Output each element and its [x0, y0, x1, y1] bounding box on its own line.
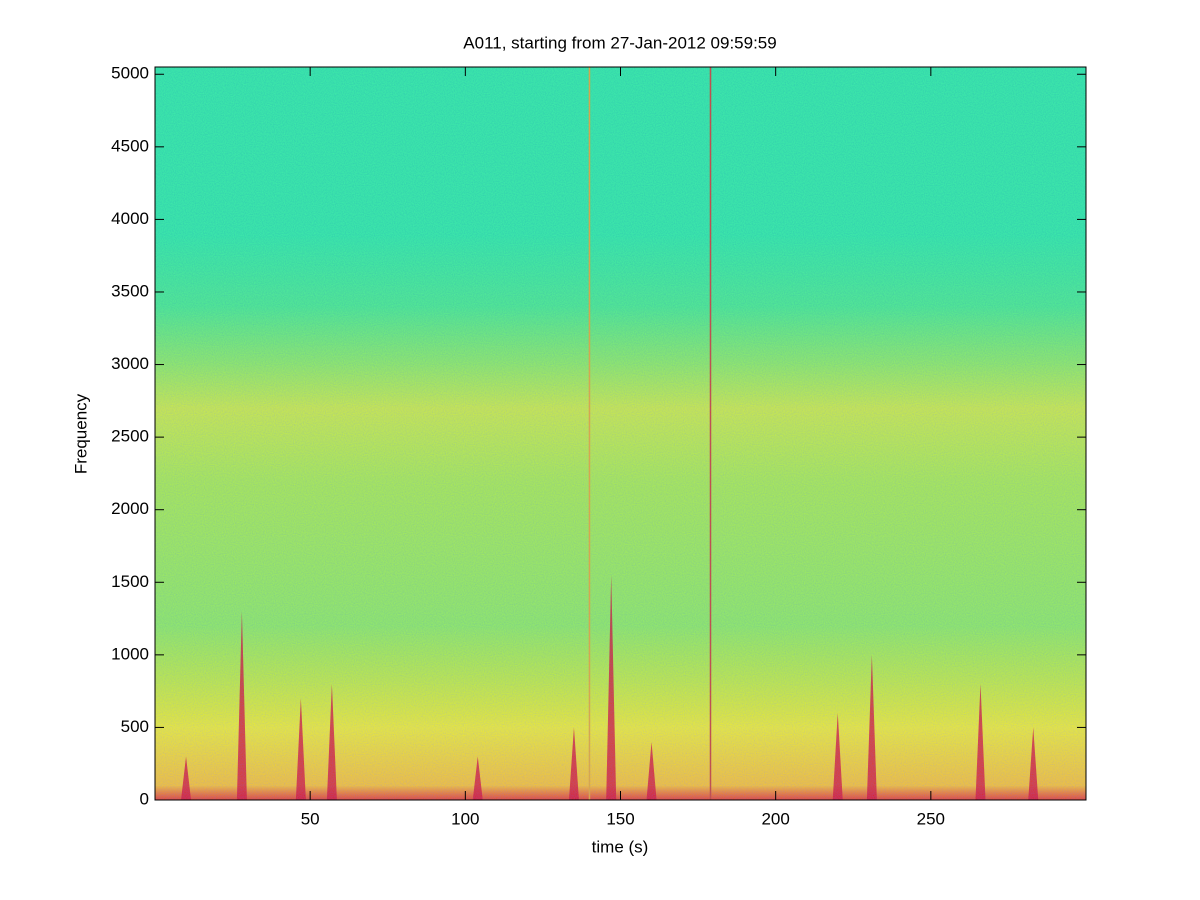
- burst: [1028, 727, 1039, 800]
- y-tick-label: 1500: [111, 572, 149, 591]
- burst: [646, 741, 657, 800]
- spectrogram-image: [155, 67, 1086, 801]
- frequency-band: [155, 306, 1086, 366]
- y-tick-label: 4500: [111, 136, 149, 155]
- x-tick-label: 50: [301, 809, 320, 828]
- y-axis-label: Frequency: [71, 393, 90, 474]
- x-tick-label: 250: [917, 809, 945, 828]
- burst: [472, 756, 483, 800]
- burst: [295, 698, 306, 800]
- x-tick-label: 100: [451, 809, 479, 828]
- burst: [326, 683, 337, 800]
- frequency-band: [155, 480, 1086, 627]
- frequency-band: [155, 408, 1086, 482]
- burst: [832, 712, 843, 800]
- x-tick-label: 200: [761, 809, 789, 828]
- y-tick-label: 2500: [111, 427, 149, 446]
- frequency-band: [155, 625, 1086, 685]
- burst: [975, 683, 986, 800]
- y-tick-label: 2000: [111, 499, 149, 518]
- burst: [568, 727, 579, 800]
- x-tick-label: 150: [606, 809, 634, 828]
- x-axis-label: time (s): [592, 837, 649, 856]
- burst: [866, 654, 877, 800]
- y-tick-label: 3500: [111, 281, 149, 300]
- y-tick-label: 1000: [111, 644, 149, 663]
- burst: [181, 756, 192, 800]
- y-tick-label: 5000: [111, 64, 149, 83]
- frequency-band: [155, 727, 1086, 786]
- burst: [236, 611, 247, 800]
- burst: [606, 575, 617, 800]
- y-tick-label: 3000: [111, 354, 149, 373]
- y-tick-label: 0: [140, 789, 149, 808]
- y-tick-label: 4000: [111, 209, 149, 228]
- chart-title: A011, starting from 27-Jan-2012 09:59:59: [463, 33, 776, 52]
- frequency-band: [155, 233, 1086, 307]
- frequency-band: [155, 364, 1086, 409]
- frequency-band: [155, 67, 1086, 235]
- y-tick-label: 500: [121, 717, 149, 736]
- frequency-band: [155, 683, 1086, 728]
